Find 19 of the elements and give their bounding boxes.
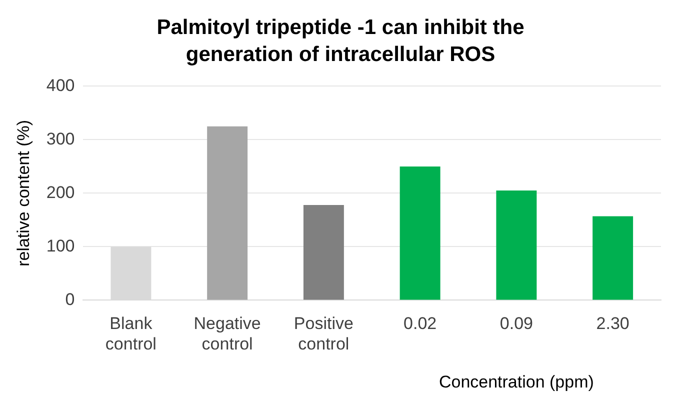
- x-tick-label: Positive control: [294, 314, 354, 354]
- bar: [592, 216, 634, 300]
- x-tick-label: 0.02: [404, 314, 437, 334]
- x-axis-title: Concentration (ppm): [438, 372, 594, 392]
- y-axis-title: relative content (%): [14, 120, 33, 266]
- y-tick-label: 200: [46, 182, 75, 202]
- y-tick-label: 400: [46, 76, 75, 95]
- y-tick-label: 100: [46, 236, 75, 256]
- x-tick-label: 2.30: [596, 314, 630, 334]
- bar: [207, 126, 248, 300]
- y-tick-label: 0: [65, 290, 75, 309]
- bar: [400, 166, 440, 300]
- x-tick-label: Blank control: [105, 314, 156, 354]
- y-tick-label: 300: [46, 129, 75, 148]
- x-tick-label: Negative control: [194, 314, 261, 354]
- bar: [303, 204, 344, 300]
- chart-title: Palmitoyl tripeptide -1 can inhibit the generation of intracellular ROS: [156, 15, 526, 68]
- x-tick-label: 0.09: [500, 314, 533, 334]
- bar: [496, 190, 537, 300]
